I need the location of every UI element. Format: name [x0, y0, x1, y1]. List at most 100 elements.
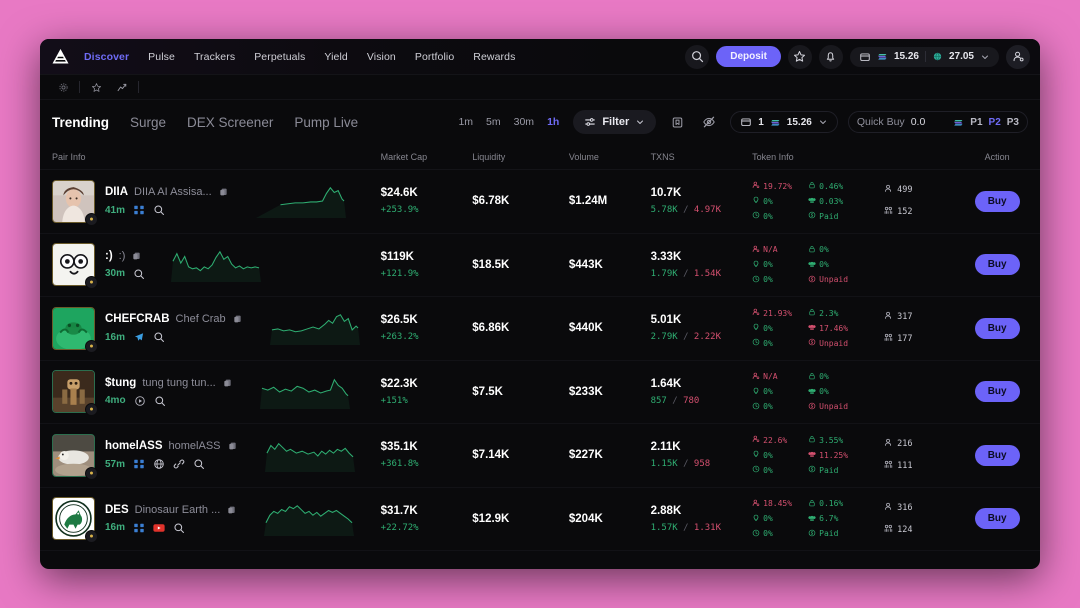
clock-icon: [752, 275, 760, 285]
token-symbol: DES: [105, 503, 129, 516]
table-row[interactable]: ● :) :) 30m $119K: [40, 234, 1040, 297]
globe-icon[interactable]: [153, 458, 165, 470]
table-row[interactable]: ● homelASS homelASS 57m: [40, 424, 1040, 488]
column-header-liquidity[interactable]: Liquidity: [472, 151, 506, 162]
filter-button[interactable]: Filter: [573, 110, 657, 134]
chef-icon: [808, 260, 816, 270]
link-icon[interactable]: [173, 458, 185, 470]
star-outline-icon[interactable]: [83, 75, 109, 100]
copy-icon[interactable]: [222, 377, 234, 389]
search-icon[interactable]: [153, 204, 165, 216]
deposit-button[interactable]: Deposit: [716, 46, 781, 67]
token-age: 4mo: [105, 395, 126, 407]
bell-icon[interactable]: [818, 44, 843, 69]
wallet-balance-pill[interactable]: 15.26 27.05: [849, 46, 999, 67]
search-icon[interactable]: [173, 522, 185, 534]
pair-info-cell: ● homelASS homelASS 57m: [52, 433, 381, 480]
users-icon[interactable]: [133, 204, 145, 216]
copy-icon[interactable]: [218, 186, 230, 198]
search-icon[interactable]: [193, 458, 205, 470]
telegram-icon[interactable]: [133, 331, 145, 343]
table-row[interactable]: ● DIIA DIIA AI Assisa... 41m: [40, 170, 1040, 234]
table-row[interactable]: ● CHEFCRAB Chef Crab 16m: [40, 297, 1040, 361]
timeframe-1m[interactable]: 1m: [458, 116, 474, 128]
chef-icon: [808, 196, 816, 206]
buy-button[interactable]: Buy: [974, 444, 1020, 466]
preset-p1[interactable]: P1: [970, 116, 983, 128]
youtube-icon[interactable]: [153, 522, 165, 534]
star-icon[interactable]: [787, 44, 812, 69]
token-avatar[interactable]: ●: [52, 306, 98, 353]
toolbar-divider-1: [79, 81, 80, 93]
buy-button[interactable]: Buy: [974, 381, 1020, 403]
nav-link-trackers[interactable]: Trackers: [193, 50, 236, 63]
chart-line-icon[interactable]: [109, 75, 135, 100]
token-stat-value: 21.93%: [763, 308, 793, 318]
search-icon[interactable]: [153, 331, 165, 343]
token-stat-value: 0%: [763, 196, 773, 206]
search-icon[interactable]: [133, 268, 145, 280]
token-avatar[interactable]: ●: [52, 370, 98, 417]
triangle-logo-icon[interactable]: [48, 45, 72, 69]
copy-icon[interactable]: [232, 313, 244, 325]
tab-dex-screener[interactable]: DEX Screener: [187, 114, 274, 130]
nav-link-discover[interactable]: Discover: [84, 50, 130, 63]
nav-link-vision[interactable]: Vision: [366, 50, 396, 63]
token-avatar[interactable]: ●: [52, 179, 98, 226]
token-stat-chef: 6.7%: [808, 514, 880, 524]
token-avatar[interactable]: ●: [52, 497, 98, 544]
timeframe-30m[interactable]: 30m: [513, 116, 535, 128]
token-stats-grid: 19.72% 0% 0% 0.46% 0.03% Paid: [752, 181, 880, 221]
user-avatar-button[interactable]: [1006, 44, 1030, 69]
token-stat-dollar: Unpaid: [808, 402, 880, 412]
token-stat-lock: 2.3%: [808, 308, 880, 318]
tab-surge[interactable]: Surge: [130, 114, 167, 130]
token-stat-value: Unpaid: [819, 402, 849, 412]
column-header-volume[interactable]: Volume: [568, 151, 599, 162]
quick-buy-input[interactable]: 0.0: [910, 116, 926, 128]
column-header-pair-info[interactable]: Pair Info: [52, 151, 86, 162]
copy-icon[interactable]: [131, 250, 143, 262]
column-header-market-cap[interactable]: Market Cap: [380, 151, 428, 162]
buy-button[interactable]: Buy: [974, 254, 1020, 276]
preset-p3[interactable]: P3: [1006, 116, 1019, 128]
tab-pump-live[interactable]: Pump Live: [294, 114, 359, 130]
nav-link-yield[interactable]: Yield: [324, 50, 348, 63]
buy-button[interactable]: Buy: [974, 508, 1020, 530]
tab-trending[interactable]: Trending: [52, 114, 109, 130]
pair-name-line: CHEFCRAB Chef Crab: [105, 313, 244, 325]
price-sparkline: [264, 443, 355, 473]
token-avatar[interactable]: ●: [52, 433, 98, 480]
table-row[interactable]: ● DES Dinosaur Earth ... 16m: [40, 488, 1040, 551]
buy-button[interactable]: Buy: [974, 317, 1020, 339]
timeframe-5m[interactable]: 5m: [486, 116, 501, 128]
chevron-down-icon[interactable]: [980, 52, 990, 62]
action-cell: Buy: [966, 508, 1028, 530]
gear-icon[interactable]: [50, 75, 76, 100]
nav-link-portfolio[interactable]: Portfolio: [414, 50, 455, 63]
nav-link-pulse[interactable]: Pulse: [148, 50, 175, 63]
copy-icon[interactable]: [226, 504, 238, 516]
bookmark-icon[interactable]: [666, 111, 688, 133]
eye-off-icon[interactable]: [698, 111, 720, 133]
nav-link-rewards[interactable]: Rewards: [473, 50, 516, 63]
txns-total: 2.11K: [650, 441, 681, 454]
column-header-txns[interactable]: TXNS: [650, 151, 675, 162]
token-avatar[interactable]: ●: [52, 243, 98, 290]
table-row[interactable]: ● $tung tung tung tun... 4mo: [40, 361, 1040, 424]
column-header-token-info[interactable]: Token Info: [752, 151, 794, 162]
search-icon[interactable]: [685, 44, 710, 69]
copy-icon[interactable]: [227, 440, 239, 452]
pair-info-cell: ● :) :) 30m: [52, 243, 381, 290]
users-icon[interactable]: [133, 458, 145, 470]
nav-link-perpetuals[interactable]: Perpetuals: [254, 50, 306, 63]
wallet-selector-pill[interactable]: 1 15.26: [730, 111, 838, 133]
search-icon[interactable]: [154, 395, 166, 407]
timeframe-1h[interactable]: 1h: [547, 116, 560, 128]
liquidity-value: $6.78K: [472, 195, 510, 208]
pair-info-cell: ● DES Dinosaur Earth ... 16m: [52, 497, 381, 544]
preset-p2[interactable]: P2: [988, 116, 1001, 128]
users-icon[interactable]: [133, 522, 145, 534]
buy-button[interactable]: Buy: [974, 190, 1020, 212]
play-icon[interactable]: [134, 395, 146, 407]
